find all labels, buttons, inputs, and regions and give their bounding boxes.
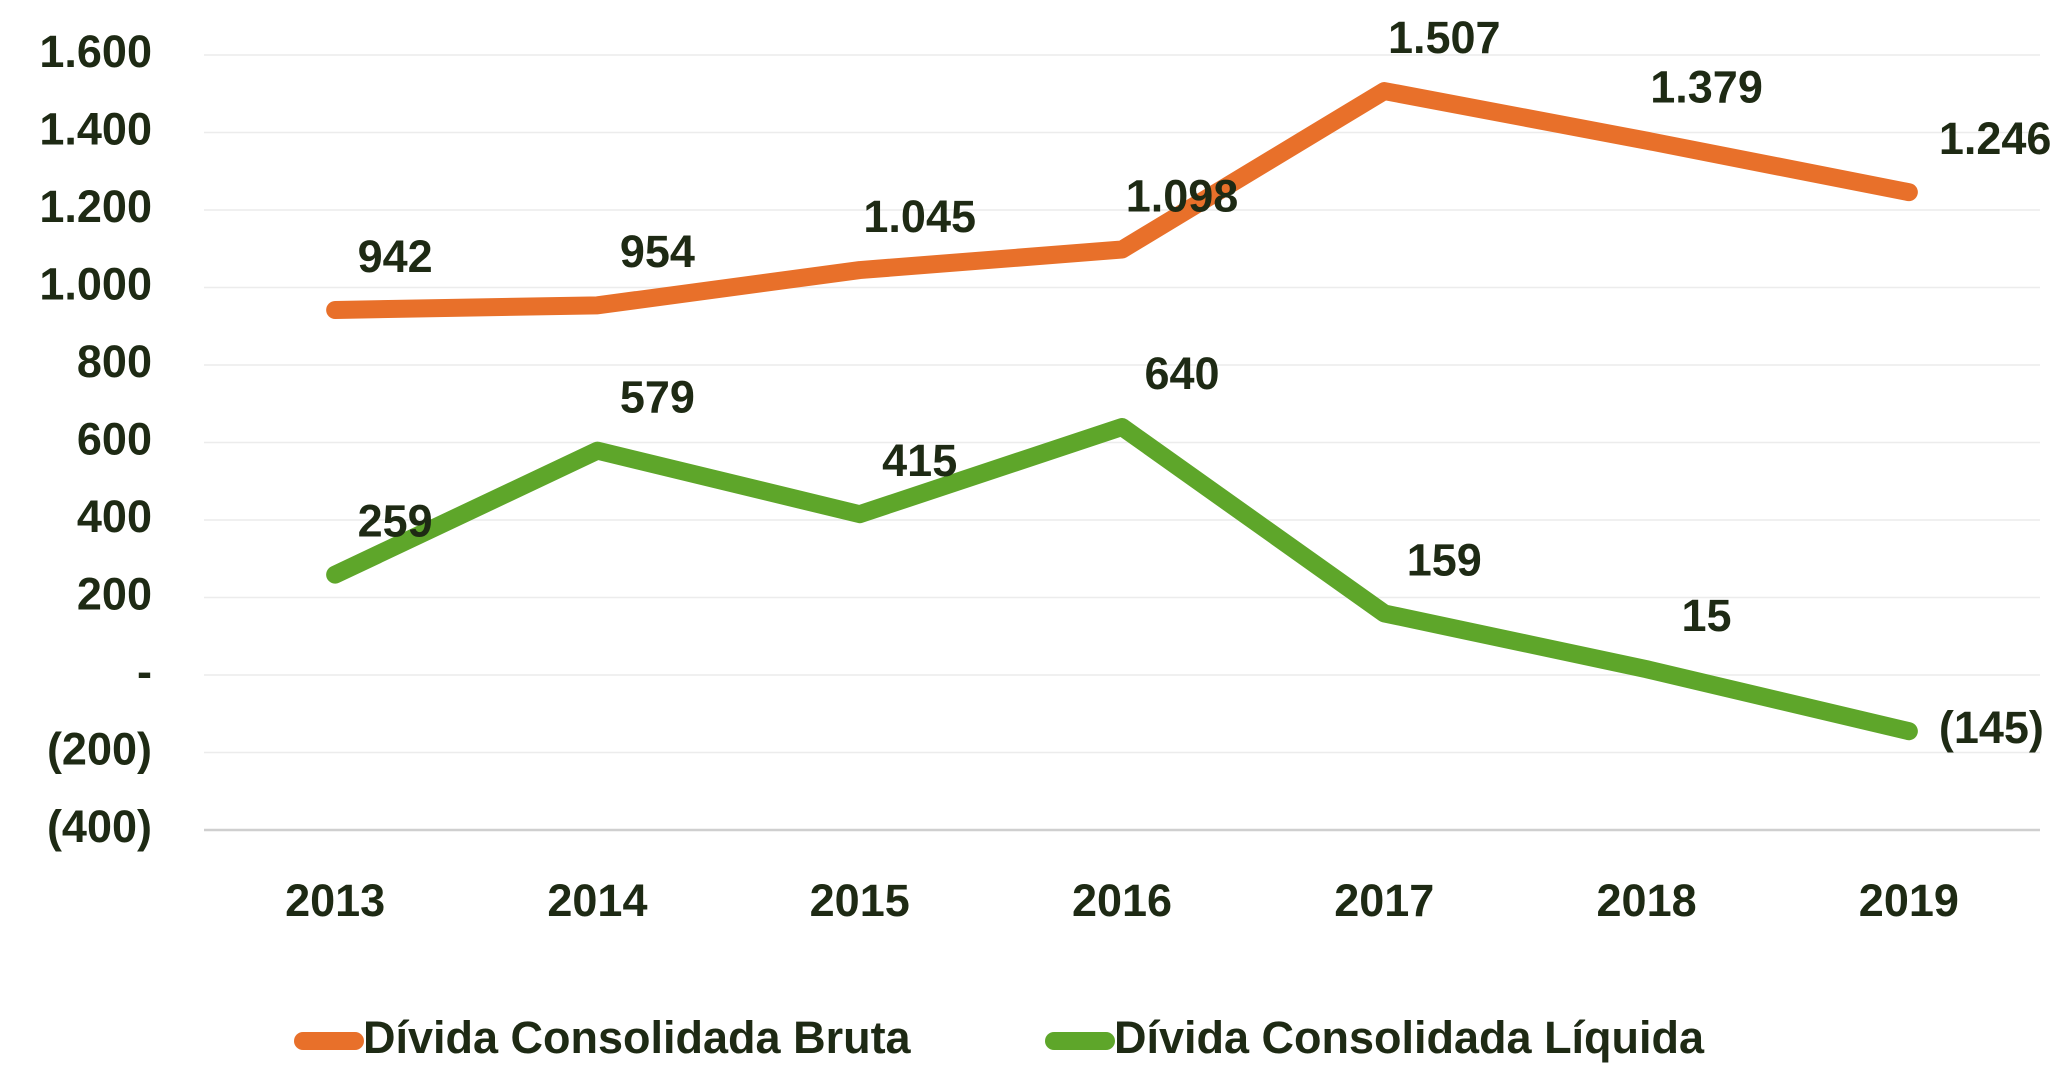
data-label: 579	[620, 372, 695, 423]
x-tick-label: 2017	[1334, 875, 1434, 926]
x-tick-label: 2013	[285, 875, 385, 926]
y-tick-label: (200)	[47, 723, 152, 774]
legend-label: Dívida Consolidada Líquida	[1114, 1012, 1705, 1063]
y-tick-label: 1.000	[39, 258, 152, 309]
x-tick-label: 2014	[547, 875, 647, 926]
y-tick-label: (400)	[47, 801, 152, 852]
y-tick-label: 1.200	[39, 181, 152, 232]
data-label: (145)	[1939, 702, 2044, 753]
data-label: 415	[882, 435, 957, 486]
data-label: 640	[1144, 348, 1219, 399]
x-tick-label: 2016	[1072, 875, 1172, 926]
series-line	[326, 418, 1918, 741]
data-label: 942	[358, 231, 433, 282]
x-tick-label: 2019	[1859, 875, 1959, 926]
data-label: 954	[620, 226, 695, 277]
data-label: 1.507	[1388, 12, 1501, 63]
y-tick-label: 400	[77, 491, 152, 542]
data-label: 259	[358, 496, 433, 547]
x-tick-label: 2015	[810, 875, 910, 926]
x-tick-label: 2018	[1597, 875, 1697, 926]
y-tick-label: -	[137, 646, 152, 697]
legend-label: Dívida Consolidada Bruta	[363, 1012, 912, 1063]
data-label: 1.246	[1939, 113, 2052, 164]
y-tick-label: 800	[77, 336, 152, 387]
y-tick-label: 1.600	[39, 26, 152, 77]
y-tick-label: 200	[77, 568, 152, 619]
data-label: 159	[1407, 534, 1482, 585]
data-label: 1.379	[1650, 62, 1763, 113]
data-label: 1.098	[1126, 170, 1239, 221]
data-label: 1.045	[863, 191, 976, 242]
y-tick-label: 600	[77, 413, 152, 464]
y-tick-label: 1.400	[39, 103, 152, 154]
data-label: 15	[1682, 590, 1732, 641]
series-line	[326, 82, 1918, 319]
